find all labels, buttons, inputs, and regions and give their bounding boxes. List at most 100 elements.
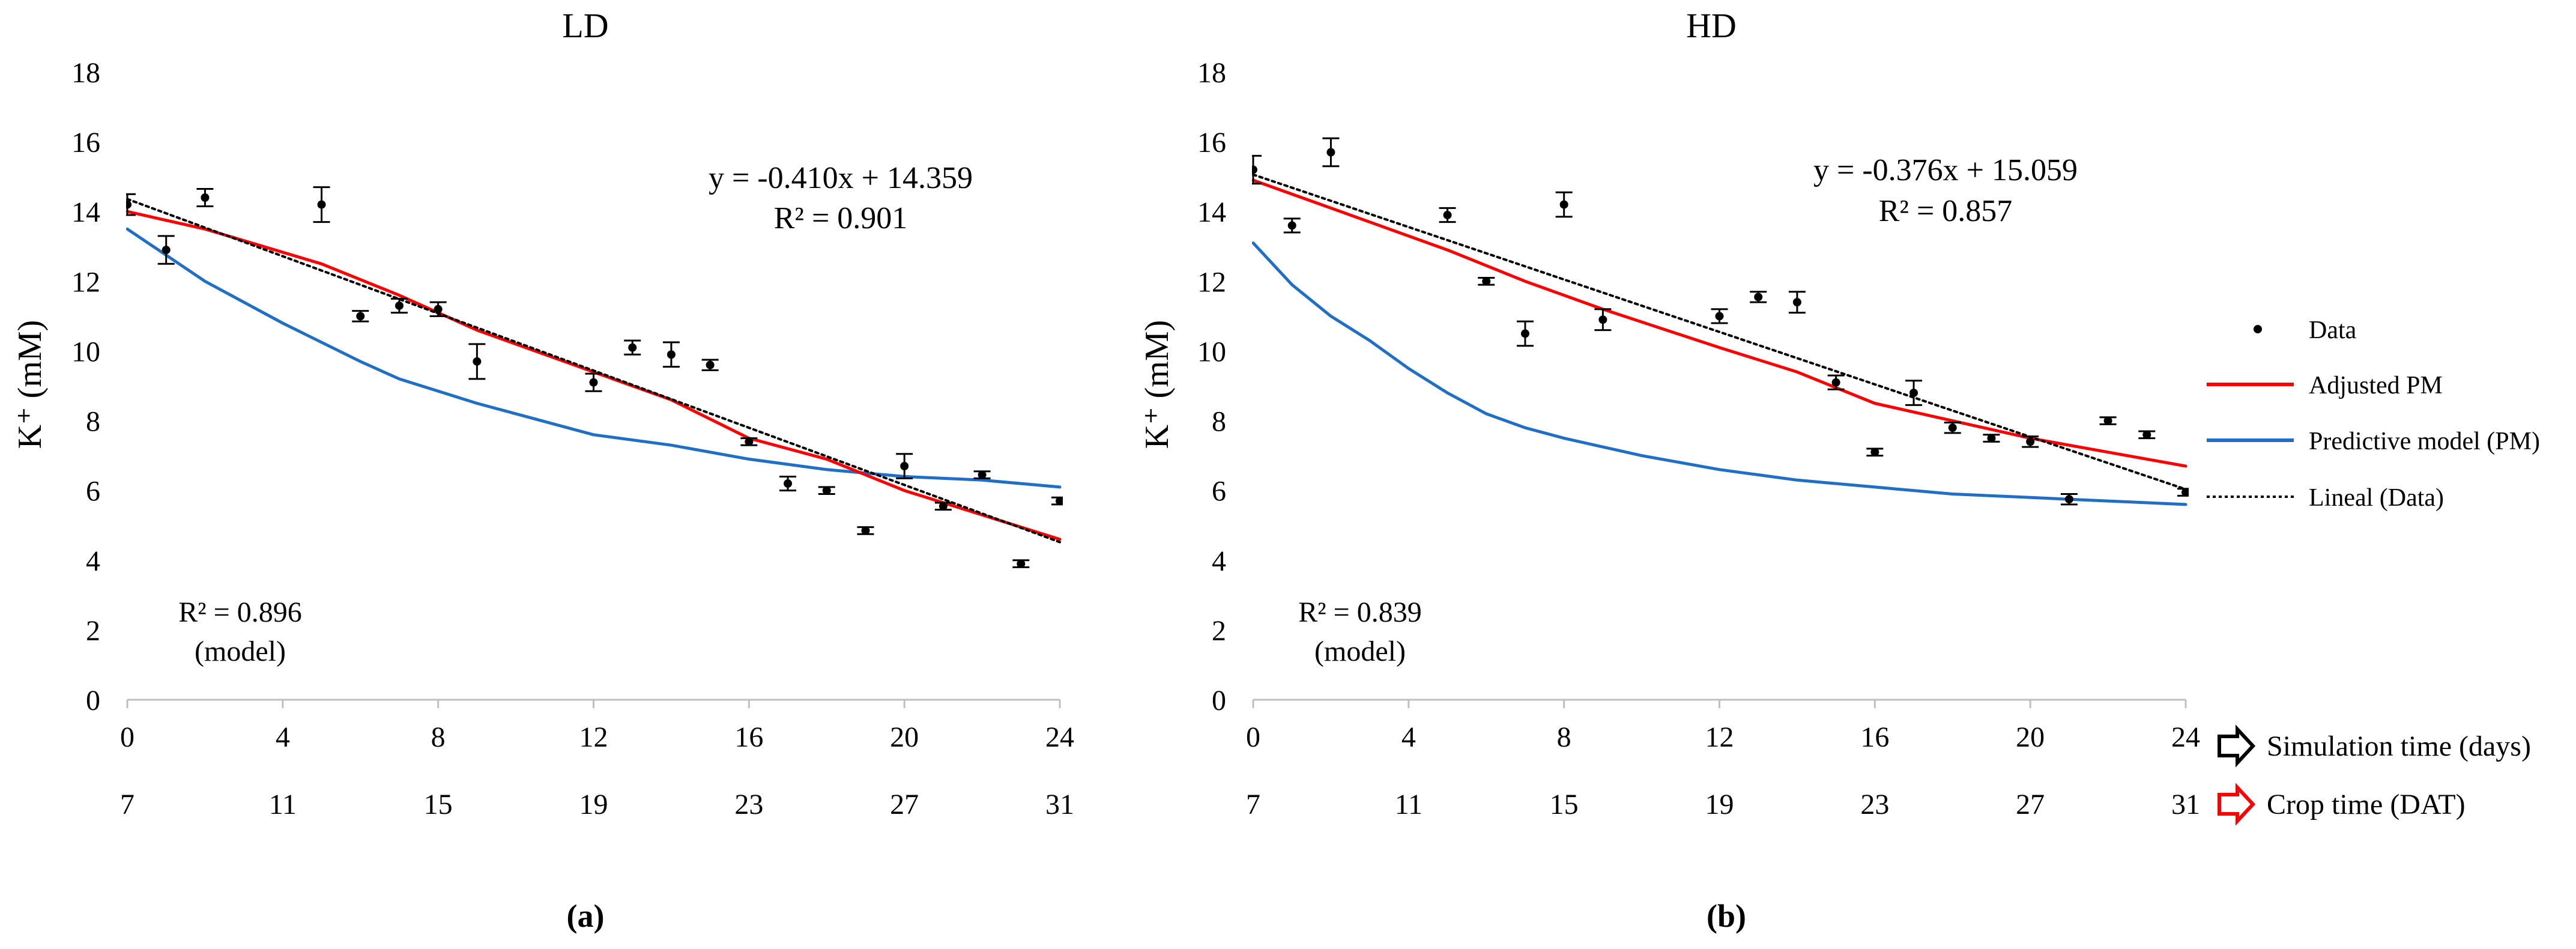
x-tick-label-hd: 20 — [2016, 721, 2045, 753]
x-tick-label-hd: 0 — [1246, 721, 1260, 753]
y-tick-label-hd: 6 — [1212, 476, 1226, 508]
data-point-marker — [1754, 293, 1763, 302]
crop-tick-label-ld: 27 — [890, 789, 919, 820]
data-point-marker — [126, 200, 132, 209]
crop-arrow-icon — [2218, 783, 2256, 826]
data-point-ld — [585, 372, 602, 392]
crop-time-annotation: Crop time (DAT) — [2218, 783, 2466, 826]
crop-tick-label-hd: 23 — [1860, 789, 1889, 820]
x-tick-label-ld: 12 — [579, 721, 608, 753]
data-point-marker — [356, 312, 365, 321]
data-point-ld — [973, 470, 991, 479]
data-point-ld — [701, 359, 719, 371]
data-point-ld — [1012, 559, 1030, 568]
y-tick-label-ld: 2 — [86, 615, 100, 647]
data-points-hd — [1252, 137, 2189, 506]
data-point-ld — [157, 235, 175, 265]
model-lines-hd — [1252, 173, 2187, 506]
y-tick-label-hd: 16 — [1197, 127, 1226, 159]
data-point-marker — [628, 343, 637, 352]
regression-r2-hd: R² = 0.857 — [1879, 194, 2013, 228]
data-point-marker — [589, 378, 598, 387]
data-point-marker — [1598, 315, 1607, 324]
crop-tick-label-hd: 31 — [2171, 789, 2200, 820]
data-point-hd — [1750, 291, 1767, 303]
data-point-ld — [1051, 496, 1063, 506]
legend-item-predictive-model: Predictive model (PM) — [2207, 428, 2540, 455]
x-tick-label-ld: 4 — [276, 721, 290, 753]
data-point-hd — [1905, 380, 1923, 406]
crop-tick-label-ld: 7 — [120, 789, 135, 820]
data-point-marker — [1017, 559, 1026, 568]
data-point-ld — [196, 187, 214, 208]
y-tick-label-ld: 0 — [86, 685, 100, 717]
data-point-marker — [201, 193, 210, 202]
y-tick-label-hd: 14 — [1197, 196, 1226, 228]
x-tick-label-ld: 24 — [1045, 721, 1074, 753]
data-point-ld — [818, 486, 835, 495]
model-note-ld: (model) — [195, 635, 286, 667]
lineal-trend-line-ld — [126, 198, 1061, 544]
y-axis-label-hd: K⁺ (mM) — [1138, 320, 1176, 449]
data-point-marker — [978, 470, 987, 479]
data-point-ld — [857, 526, 874, 535]
x-tick-label-hd: 12 — [1705, 721, 1734, 753]
y-tick-label-hd: 0 — [1212, 685, 1226, 717]
data-point-marker — [1870, 447, 1879, 456]
y-tick-label-ld: 14 — [71, 196, 100, 228]
data-point-ld — [934, 502, 952, 511]
crop-tick-label-ld: 15 — [424, 789, 453, 820]
data-point-marker — [1056, 497, 1063, 506]
data-point-ld — [352, 310, 369, 323]
x-tick-label-ld: 0 — [120, 721, 135, 753]
predictive-model-line-hd — [1252, 241, 2187, 506]
data-point-hd — [1788, 291, 1806, 314]
data-point-ld — [662, 341, 680, 368]
model-lines-ld — [126, 198, 1062, 544]
data-point-marker — [2064, 495, 2073, 504]
legend-item-lineal: Lineal (Data) — [2207, 484, 2444, 512]
y-axis-label-ld: K⁺ (mM) — [11, 320, 49, 449]
data-point-marker — [706, 360, 715, 369]
data-point-marker — [473, 357, 482, 366]
data-point-marker — [2103, 416, 2112, 425]
crop-time-ticks-ld: 7 11 15 19 23 27 31 — [120, 789, 1074, 820]
data-point-marker — [1287, 221, 1296, 230]
data-point-hd — [1322, 137, 1340, 168]
legend-label-adjusted-pm: Adjusted PM — [2309, 372, 2443, 399]
crop-time-label: Crop time (DAT) — [2267, 789, 2466, 820]
simulation-arrow-icon — [2218, 724, 2256, 768]
data-point-hd — [1252, 154, 1262, 185]
crop-time-ticks-hd: 7 11 15 19 23 27 31 — [1246, 789, 2200, 820]
crop-tick-label-hd: 19 — [1705, 789, 1734, 820]
data-point-hd — [1555, 191, 1573, 218]
data-point-marker — [434, 305, 443, 314]
crop-tick-label-hd: 7 — [1246, 789, 1260, 820]
data-point-marker — [861, 526, 870, 535]
regression-r2-ld: R² = 0.901 — [774, 201, 908, 235]
data-point-marker — [2026, 437, 2035, 446]
x-tick-label-ld: 20 — [890, 721, 919, 753]
y-tick-label-hd: 18 — [1197, 57, 1226, 89]
data-point-hd — [2177, 488, 2189, 497]
simulation-time-annotation: Simulation time (days) — [2218, 724, 2531, 768]
crop-tick-label-hd: 11 — [1395, 789, 1423, 820]
crop-tick-label-ld: 31 — [1045, 789, 1074, 820]
data-point-marker — [317, 200, 326, 209]
data-point-hd — [1944, 421, 1961, 434]
legend-item-adjusted-pm: Adjusted PM — [2207, 372, 2443, 399]
predictive-model-line-ld — [126, 227, 1062, 489]
legend-label-predictive-model: Predictive model (PM) — [2309, 428, 2540, 455]
chart-title-ld: LD — [562, 6, 608, 45]
crop-tick-label-hd: 15 — [1550, 789, 1579, 820]
model-r2-ld: R² = 0.896 — [178, 596, 301, 628]
x-axis-ticks-hd: 0 4 8 12 16 20 24 — [1246, 700, 2200, 753]
y-tick-label-ld: 6 — [86, 476, 100, 508]
data-point-ld — [468, 343, 486, 380]
x-axis-ticks-ld: 0 4 8 12 16 20 24 — [120, 700, 1074, 753]
simulation-time-label: Simulation time (days) — [2267, 730, 2531, 762]
legend-label-data: Data — [2309, 317, 2357, 344]
